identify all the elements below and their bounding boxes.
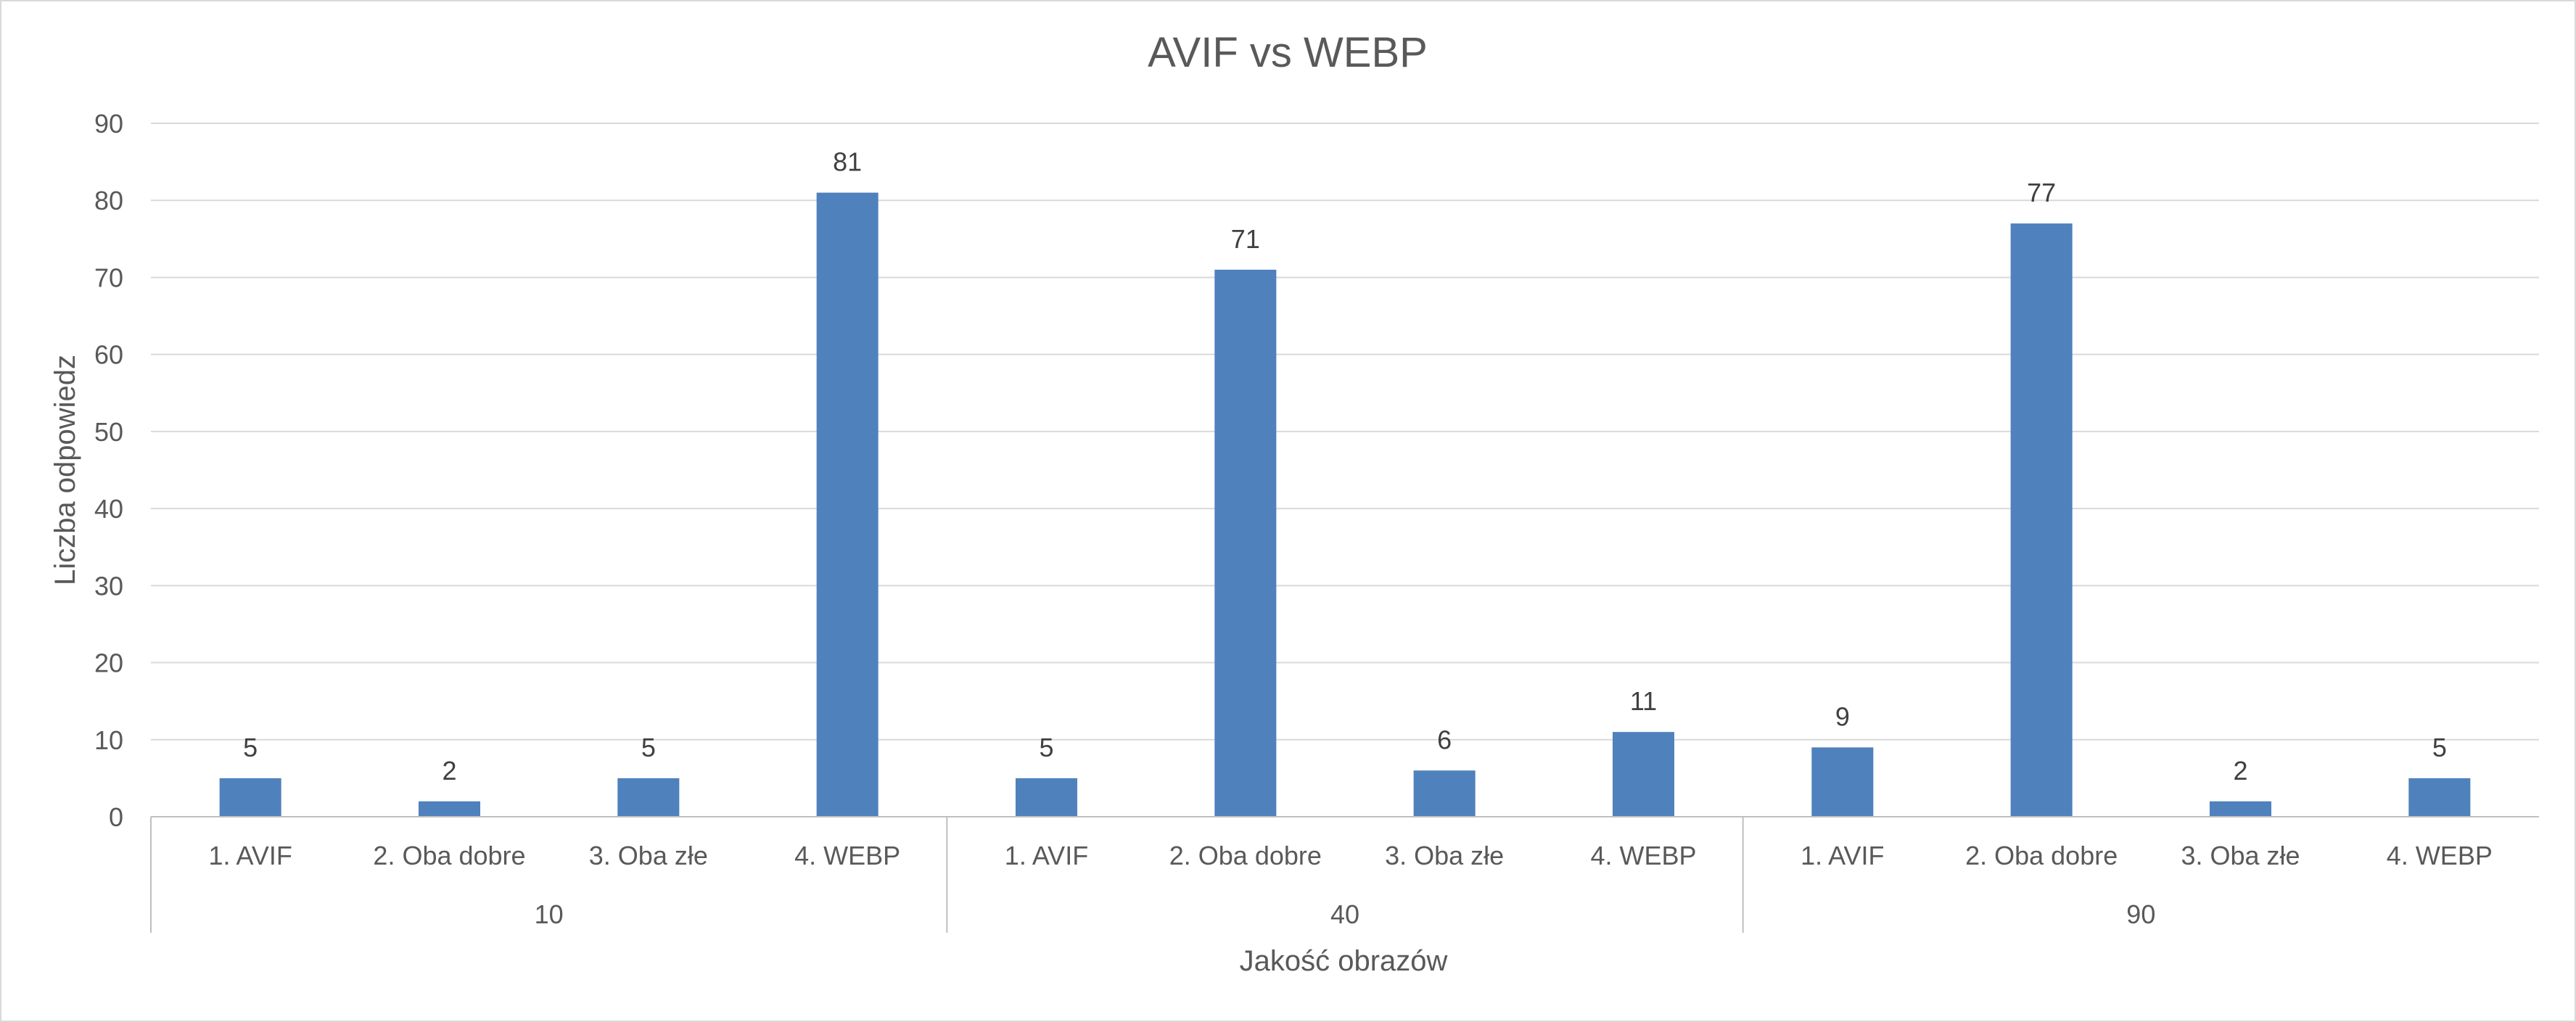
x-tick-label: 4. WEBP [794,841,900,870]
x-group-label: 90 [2126,899,2155,929]
bar [418,801,481,817]
y-tick-label: 50 [94,417,123,447]
x-group-label: 40 [1330,899,1359,929]
data-label: 2 [2233,756,2247,786]
x-tick-label: 1. AVIF [1005,841,1088,870]
y-tick-label: 20 [94,648,123,678]
data-label: 77 [2027,178,2056,207]
x-tick-label: 3. Oba złe [2181,841,2300,870]
bar [1214,269,1277,817]
y-tick-label: 90 [94,109,123,139]
x-tick-label: 3. Oba złe [589,841,708,870]
bar [1413,770,1476,817]
y-tick-label: 40 [94,494,123,524]
y-tick-label: 80 [94,186,123,215]
x-group-label: 10 [535,899,564,929]
data-label: 5 [243,733,258,762]
x-axis-title: Jakość obrazów [1240,945,1448,977]
data-label: 5 [2432,733,2447,762]
chart-title: AVIF vs WEBP [1148,29,1428,76]
data-label: 11 [1630,686,1657,716]
data-label: 5 [1039,733,1053,762]
bar [1811,747,1874,817]
x-axis: 1. AVIF 2. Oba dobre 3. Oba złe 4. WEBP 10 1.… [150,816,2539,933]
x-tick-label: 3. Oba złe [1385,841,1504,870]
data-labels: 5 2 5 81 5 71 6 11 9 77 2 5 [243,147,2447,786]
bar [1015,778,1078,817]
x-tick-label: 2. Oba dobre [1965,841,2118,870]
data-label: 2 [442,756,456,786]
bar [2209,801,2272,817]
data-label: 81 [833,147,862,177]
data-label: 6 [1437,725,1452,754]
data-label: 9 [1835,701,1850,731]
bar [617,778,680,817]
x-tick-label: 2. Oba dobre [1169,841,1322,870]
x-tick-label: 4. WEBP [2387,841,2493,870]
gridlines [151,123,2539,741]
y-tick-label: 10 [94,725,123,755]
y-tick-label: 60 [94,340,123,370]
data-label: 71 [1231,224,1260,254]
y-tick-label: 70 [94,263,123,292]
bar [2010,223,2073,817]
y-tick-labels: 0 10 20 30 40 50 60 70 80 90 [94,109,123,832]
data-label: 5 [641,733,656,762]
x-tick-label: 4. WEBP [1590,841,1696,870]
bar [2408,778,2471,817]
y-tick-label: 30 [94,571,123,601]
y-tick-label: 0 [109,802,123,832]
y-axis-title: Liczba odpowiedz [49,355,81,585]
bar [1612,732,1675,817]
x-tick-label: 1. AVIF [1801,841,1884,870]
x-tick-label: 2. Oba dobre [373,841,525,870]
x-tick-label: 1. AVIF [208,841,292,870]
bar [816,192,878,817]
bars [219,192,2471,817]
bar [219,778,281,817]
